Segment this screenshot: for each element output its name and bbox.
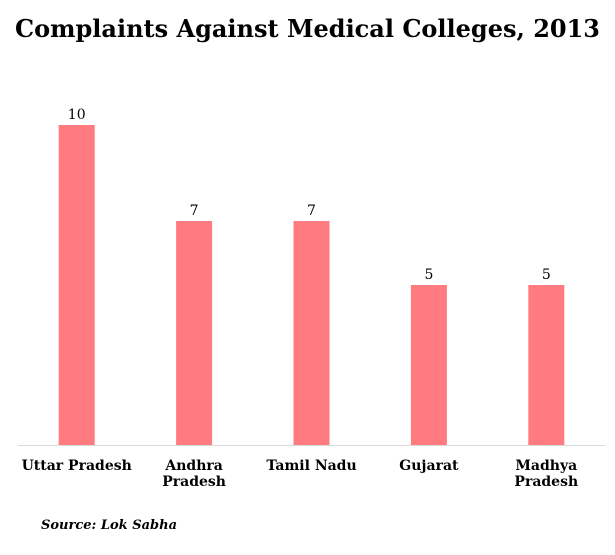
bar-tamil-nadu: [293, 221, 330, 445]
bar-gujarat: [410, 285, 447, 445]
data-label-tamil-nadu: 7: [307, 203, 316, 219]
data-label-madhya-pradesh: 5: [542, 267, 551, 283]
source-note: Source: Lok Sabha: [41, 518, 177, 533]
data-label-gujarat: 5: [424, 267, 433, 283]
data-label-uttar-pradesh: 10: [68, 107, 86, 123]
category-label-gujarat: Gujarat: [399, 458, 459, 474]
bar-uttar-pradesh: [58, 125, 95, 445]
category-label-tamil-nadu: Tamil Nadu: [266, 458, 356, 474]
bars-group: [58, 125, 565, 445]
data-labels-group: 10 7 7 5 5: [68, 107, 551, 283]
bar-madhya-pradesh: [528, 285, 565, 445]
chart-title: Complaints Against Medical Colleges, 201…: [15, 14, 600, 43]
data-label-andhra-pradesh: 7: [190, 203, 199, 219]
category-label-madhya-pradesh: Madhya Pradesh: [514, 458, 578, 490]
category-labels-group: Uttar Pradesh Andhra Pradesh Tamil Nadu Guja…: [22, 458, 579, 490]
bar-andhra-pradesh: [176, 221, 213, 445]
category-label-uttar-pradesh: Uttar Pradesh: [22, 458, 132, 474]
category-label-andhra-pradesh: Andhra Pradesh: [162, 458, 226, 490]
